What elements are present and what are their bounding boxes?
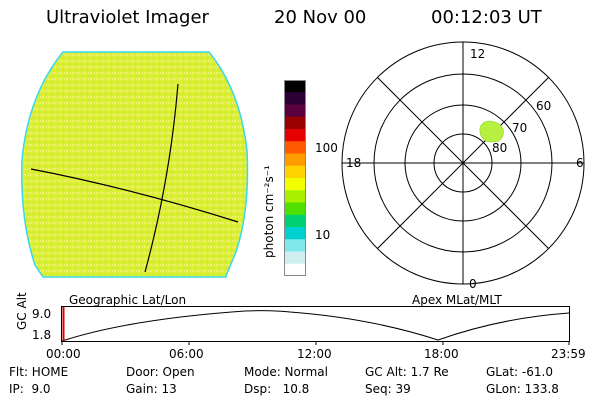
lat-label-70: 70 <box>512 121 528 135</box>
colorbar-band <box>284 165 306 179</box>
time-label: 00:12:03 UT <box>431 7 542 28</box>
colorbar-band <box>284 263 306 276</box>
mlt-label-18: 18 <box>346 156 362 170</box>
timeline-ytick-low: 1.8 <box>32 328 52 342</box>
colorbar-band <box>284 214 306 228</box>
status-gain: Gain: 13 <box>126 382 177 396</box>
polar-diag-2 <box>377 77 549 249</box>
altitude-curve <box>61 310 570 342</box>
timeline-axis-label: GC Alt <box>15 292 29 330</box>
status-ip: IP: 9.0 <box>9 382 51 396</box>
lat-label-80: 80 <box>492 141 508 155</box>
colorbar-band <box>284 116 306 130</box>
mlt-label-0: 0 <box>469 277 477 291</box>
colorbar-band <box>284 129 306 142</box>
polar-panel-label: Apex MLat/MLT <box>412 293 502 307</box>
colorbar-band <box>284 239 306 253</box>
aurora-blob <box>479 120 504 143</box>
geo-panel-label: Geographic Lat/Lon <box>69 293 187 307</box>
colorbar-band <box>284 153 306 167</box>
status-seq: Seq: 39 <box>365 382 411 396</box>
mlt-label-6: 6 <box>576 156 584 170</box>
colorbar-band <box>284 251 306 265</box>
colorbar-band <box>284 190 306 204</box>
color-bar <box>284 80 306 276</box>
parallel-line <box>30 168 239 223</box>
status-door: Door: Open <box>126 365 195 379</box>
date-label: 20 Nov 00 <box>274 7 367 28</box>
colorbar-band <box>284 141 306 155</box>
lat-label-60: 60 <box>536 99 552 113</box>
colorbar-band <box>284 80 306 93</box>
colorbar-band <box>284 202 306 216</box>
status-mode: Mode: Normal <box>244 365 328 379</box>
colorbar-band <box>284 227 306 240</box>
timeline-ytick-high: 9.0 <box>32 307 52 321</box>
status-glon: GLon: 133.8 <box>486 382 559 396</box>
colorbar-tick-100: 100 <box>315 141 338 155</box>
instrument-title: Ultraviolet Imager <box>46 7 209 28</box>
status-gc-alt: GC Alt: 1.7 Re <box>365 365 449 379</box>
mlt-label-12: 12 <box>470 47 486 61</box>
timeline-xtick-1800: 18:00 <box>424 347 459 361</box>
timeline-xtick-1200: 12:00 <box>297 347 332 361</box>
colorbar-band <box>284 178 306 191</box>
status-dsp: Dsp: 10.8 <box>244 382 310 396</box>
geo-disk <box>21 51 249 278</box>
timeline-frame <box>61 306 570 342</box>
timeline-xtick-2359: 23:59 <box>551 347 586 361</box>
colorbar-band <box>284 92 306 106</box>
colorbar-tick-10: 10 <box>315 228 331 242</box>
colorbar-band <box>284 104 306 118</box>
status-glat: GLat: -61.0 <box>486 365 553 379</box>
timeline-xtick-0600: 06:00 <box>169 347 204 361</box>
meridian-line <box>144 83 179 273</box>
timeline-xtick-0000: 00:00 <box>46 347 81 361</box>
status-flight: Flt: HOME <box>9 365 69 379</box>
